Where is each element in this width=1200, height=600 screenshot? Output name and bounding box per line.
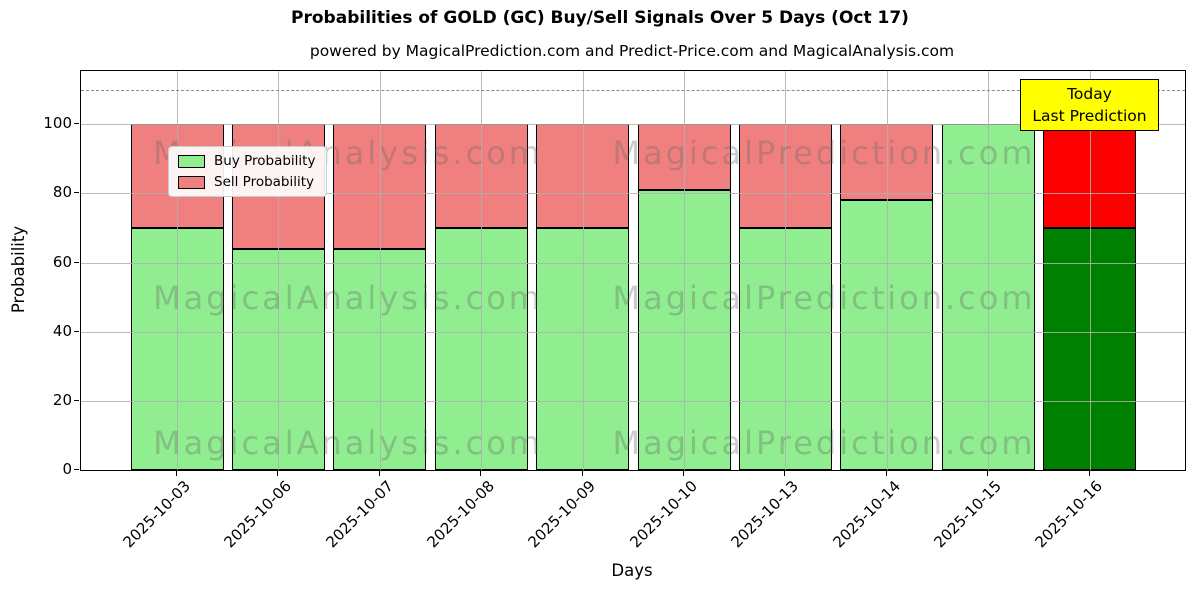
gridline-horizontal (81, 124, 1185, 126)
x-tick-label: 2025-10-03 (119, 477, 194, 552)
x-tick-mark (176, 470, 177, 476)
gridline-vertical (481, 71, 483, 470)
annotation-line-2: Last Prediction (1032, 107, 1147, 125)
legend-label-buy: Buy Probability (214, 153, 316, 169)
gridline-vertical (988, 71, 990, 470)
y-tick-label: 60 (52, 252, 72, 271)
x-tick-label: 2025-10-07 (322, 477, 397, 552)
legend-swatch-sell (178, 175, 205, 189)
legend-item-sell: Sell Probability (178, 174, 315, 190)
y-tick-mark (74, 192, 79, 194)
gridline-vertical (177, 71, 178, 470)
gridline-horizontal (81, 400, 1185, 402)
plot-area: MagicalAnalysis.com MagicalPrediction.com… (80, 70, 1186, 471)
gridline-vertical (886, 71, 888, 470)
x-tick-label: 2025-10-16 (1031, 477, 1107, 552)
x-tick-label: 2025-10-15 (930, 477, 1005, 552)
gridline-vertical (1089, 71, 1091, 470)
gridline-horizontal (81, 331, 1185, 333)
dashed-threshold-line (81, 89, 1185, 91)
legend-item-buy: Buy Probability (178, 153, 315, 169)
x-tick-label: 2025-10-14 (829, 477, 904, 552)
gridline-vertical (684, 71, 685, 470)
x-tick-label: 2025-10-06 (220, 477, 296, 552)
annotation-box: Today Last Prediction (1020, 79, 1159, 131)
gridline-vertical (785, 71, 787, 470)
y-tick-mark (74, 123, 79, 125)
figure-subtitle: powered by MagicalPrediction.com and Pre… (309, 42, 955, 60)
y-tick-mark (74, 469, 79, 470)
watermark-text: MagicalPrediction.com (612, 424, 1036, 462)
annotation-line-1: Today (1067, 85, 1112, 103)
x-tick-label: 2025-10-10 (626, 477, 701, 552)
x-tick-mark (1088, 470, 1090, 476)
watermark-text: MagicalPrediction.com (612, 279, 1036, 317)
x-tick-mark (378, 470, 380, 476)
y-tick-label: 0 (62, 460, 72, 478)
x-tick-mark (885, 470, 887, 476)
gridline-vertical (379, 71, 381, 470)
y-axis-label: Probability (9, 225, 29, 314)
watermark-text: MagicalAnalysis.com (153, 279, 543, 317)
y-tick-mark (74, 399, 79, 401)
figure-title: Probabilities of GOLD (GC) Buy/Sell Sign… (291, 8, 909, 28)
gridline-vertical (278, 71, 280, 470)
y-tick-label: 40 (52, 321, 72, 340)
gridline-horizontal (81, 262, 1185, 264)
x-tick-mark (987, 470, 989, 476)
y-tick-label: 100 (43, 114, 72, 133)
x-tick-mark (784, 470, 786, 476)
gridline-horizontal (81, 193, 1185, 195)
x-tick-mark (581, 470, 583, 476)
x-tick-mark (480, 470, 482, 476)
x-tick-label: 2025-10-09 (524, 477, 600, 552)
y-tick-label: 80 (52, 183, 72, 202)
gridline-vertical (582, 71, 584, 470)
y-tick-mark (74, 330, 79, 332)
y-tick-mark (74, 261, 79, 263)
legend-swatch-buy (178, 154, 205, 168)
legend-label-sell: Sell Probability (214, 174, 315, 190)
watermark-text: MagicalPrediction.com (612, 134, 1036, 172)
watermark-text: MagicalAnalysis.com (153, 424, 543, 462)
legend: Buy Probability Sell Probability (168, 146, 328, 197)
x-tick-label: 2025-10-13 (727, 477, 803, 552)
grid-layer (81, 71, 1185, 470)
x-tick-label: 2025-10-08 (423, 477, 498, 552)
y-tick-label: 20 (52, 390, 72, 409)
x-axis-label: Days (611, 561, 653, 580)
x-tick-mark (683, 470, 684, 476)
x-tick-mark (277, 470, 279, 476)
